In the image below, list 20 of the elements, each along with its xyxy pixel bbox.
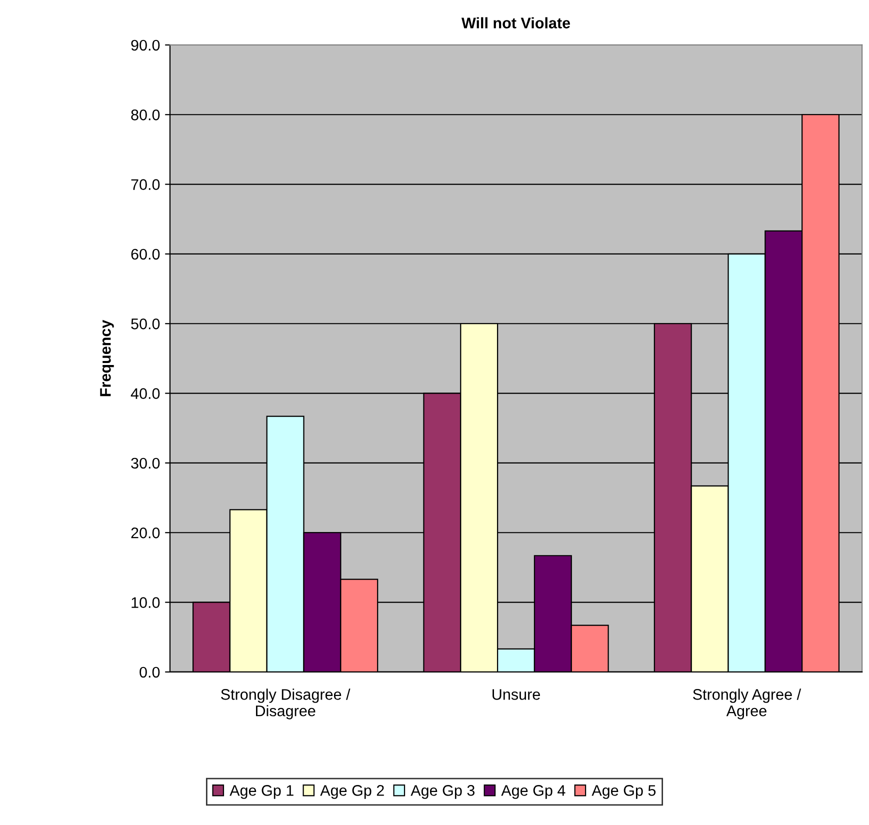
- y-tick-label: 80.0: [131, 109, 160, 120]
- y-tick-label: 20.0: [131, 527, 160, 538]
- y-tick-label: 70.0: [131, 179, 160, 190]
- y-axis-title: Frequency: [100, 320, 114, 396]
- legend-label: Age Gp 5: [592, 785, 656, 799]
- y-tick-label: 50.0: [131, 318, 160, 330]
- x-tick-label: Strongly Agree / Agree: [693, 688, 802, 720]
- x-tick-label: Unsure: [492, 689, 540, 700]
- legend-label: Age Gp 4: [501, 785, 566, 799]
- chart-title: Will not Violate: [461, 17, 570, 28]
- y-tick-label: 10.0: [132, 597, 160, 608]
- y-tick-label: 90.0: [131, 40, 160, 51]
- y-tick-label: 60.0: [131, 248, 160, 260]
- y-tick-label: 30.0: [131, 458, 160, 469]
- y-tick-label: 40.0: [130, 388, 160, 399]
- legend-label: Age Gp 1: [230, 785, 294, 799]
- legend-label: Age Gp 2: [320, 785, 384, 799]
- legend-label: Age Gp 3: [410, 785, 475, 799]
- x-tick-label: Strongly Disagree / Disagree: [221, 688, 350, 720]
- y-tick-label: 0.0: [140, 666, 160, 678]
